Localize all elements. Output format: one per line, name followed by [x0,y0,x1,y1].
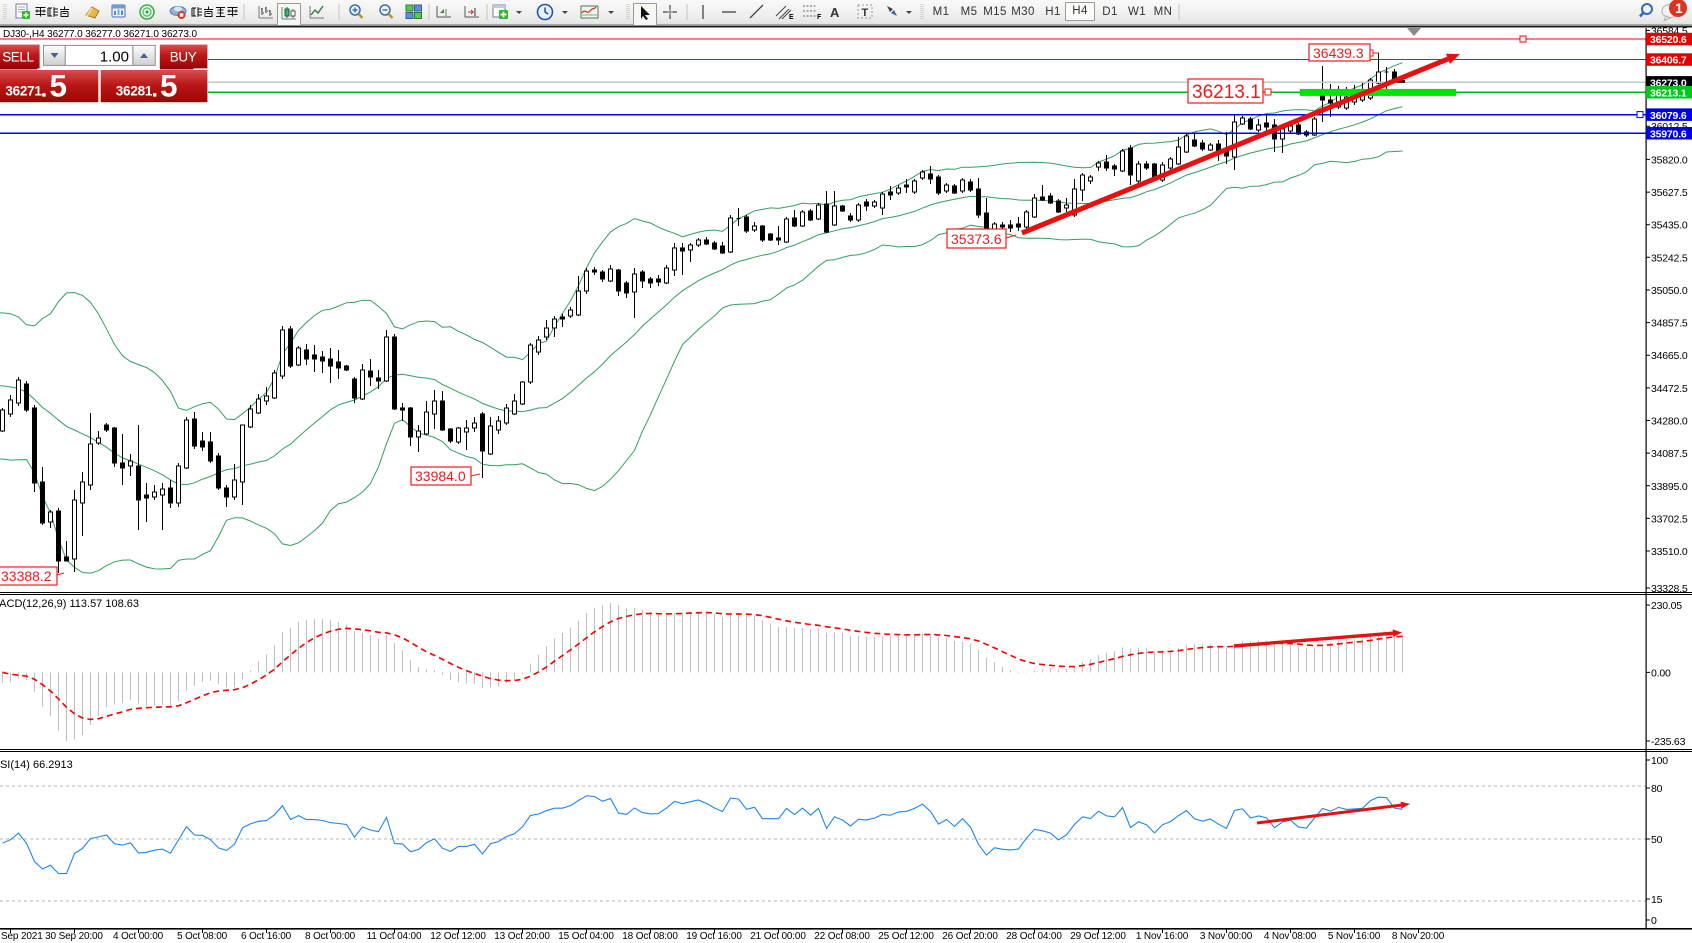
svg-text:11 Oct 04:00: 11 Oct 04:00 [367,931,422,942]
svg-text:BUY: BUY [170,50,197,65]
svg-text:33895.0: 33895.0 [1651,481,1688,493]
svg-text:22 Oct 08:00: 22 Oct 08:00 [814,931,870,942]
svg-text:RSI(14) 66.2913: RSI(14) 66.2913 [0,759,73,771]
svg-text:36271: 36271 [5,83,42,98]
svg-text:80: 80 [1651,783,1663,795]
svg-text:5 Oct 08:00: 5 Oct 08:00 [177,931,228,942]
svg-text:36079.6: 36079.6 [1650,110,1687,122]
svg-text:3 Nov 00:00: 3 Nov 00:00 [1200,931,1253,942]
svg-text:28 Oct 04:00: 28 Oct 04:00 [1006,931,1062,942]
svg-text:8 Nov 20:00: 8 Nov 20:00 [1392,931,1445,942]
svg-text:33702.5: 33702.5 [1651,513,1688,525]
svg-text:5: 5 [50,68,68,104]
svg-text:35627.5: 35627.5 [1651,187,1688,199]
svg-text:230.05: 230.05 [1651,600,1682,612]
svg-text:36520.6: 36520.6 [1650,34,1687,46]
svg-text:19 Oct 16:00: 19 Oct 16:00 [686,931,742,942]
svg-text:33388.2: 33388.2 [1,568,52,584]
svg-text:34472.5: 34472.5 [1651,383,1688,395]
svg-text:DJ30-,H4 36277.0 36277.0 3627: DJ30-,H4 36277.0 36277.0 36271.0 36273.0 [3,29,197,40]
svg-text:12 Oct 12:00: 12 Oct 12:00 [430,931,486,942]
svg-text:35970.6: 35970.6 [1650,128,1687,140]
svg-text:34857.5: 34857.5 [1651,318,1688,330]
svg-text:15 Oct 04:00: 15 Oct 04:00 [558,931,614,942]
svg-text:-235.63: -235.63 [1651,736,1686,748]
svg-text:4 Oct 00:00: 4 Oct 00:00 [113,931,164,942]
svg-text:36439.3: 36439.3 [1313,45,1364,61]
svg-text:29 Oct 12:00: 29 Oct 12:00 [1070,931,1126,942]
svg-text:34665.0: 34665.0 [1651,350,1688,362]
svg-text:34280.0: 34280.0 [1651,416,1688,428]
svg-text:50: 50 [1651,834,1663,846]
svg-text:8 Oct 00:00: 8 Oct 00:00 [305,931,356,942]
svg-text:15: 15 [1651,894,1663,906]
svg-text:1 Nov 16:00: 1 Nov 16:00 [1136,931,1189,942]
svg-text:1.00: 1.00 [100,49,129,66]
svg-text:0.00: 0.00 [1651,667,1671,679]
svg-text:T: T [862,7,869,19]
svg-text:25 Oct 12:00: 25 Oct 12:00 [878,931,934,942]
svg-text:6 Oct 16:00: 6 Oct 16:00 [241,931,292,942]
svg-text:36406.7: 36406.7 [1650,55,1687,67]
svg-text:35820.0: 35820.0 [1651,154,1688,166]
svg-text:5: 5 [160,68,178,104]
svg-text:35050.0: 35050.0 [1651,285,1688,297]
svg-text:34087.5: 34087.5 [1651,448,1688,460]
svg-text:Sep 2021: Sep 2021 [1,931,43,942]
svg-text:E: E [789,14,794,21]
svg-text:1: 1 [1675,0,1683,16]
svg-text:35435.0: 35435.0 [1651,220,1688,232]
svg-text:13 Oct 20:00: 13 Oct 20:00 [494,931,550,942]
svg-text:30 Sep 20:00: 30 Sep 20:00 [45,931,103,942]
svg-text:MACD(12,26,9) 113.57 108.63: MACD(12,26,9) 113.57 108.63 [0,598,139,610]
svg-text:5 Nov 16:00: 5 Nov 16:00 [1328,931,1381,942]
svg-text:4 Nov 08:00: 4 Nov 08:00 [1264,931,1317,942]
svg-text:35373.6: 35373.6 [951,231,1002,247]
svg-text:36213.1: 36213.1 [1650,87,1687,99]
svg-text:0: 0 [1651,915,1657,927]
svg-text:SELL: SELL [2,50,34,65]
svg-text:33510.0: 33510.0 [1651,546,1688,558]
svg-text:100: 100 [1651,755,1668,767]
svg-text:36281: 36281 [116,83,153,98]
svg-text:26 Oct 20:00: 26 Oct 20:00 [942,931,998,942]
svg-text:33984.0: 33984.0 [415,468,466,484]
svg-text:33328.5: 33328.5 [1651,583,1688,595]
svg-text:36213.1: 36213.1 [1192,82,1261,103]
svg-text:18 Oct 08:00: 18 Oct 08:00 [622,931,678,942]
svg-text:35242.5: 35242.5 [1651,252,1688,264]
svg-text:F: F [817,14,822,21]
svg-text:21 Oct 00:00: 21 Oct 00:00 [750,931,806,942]
